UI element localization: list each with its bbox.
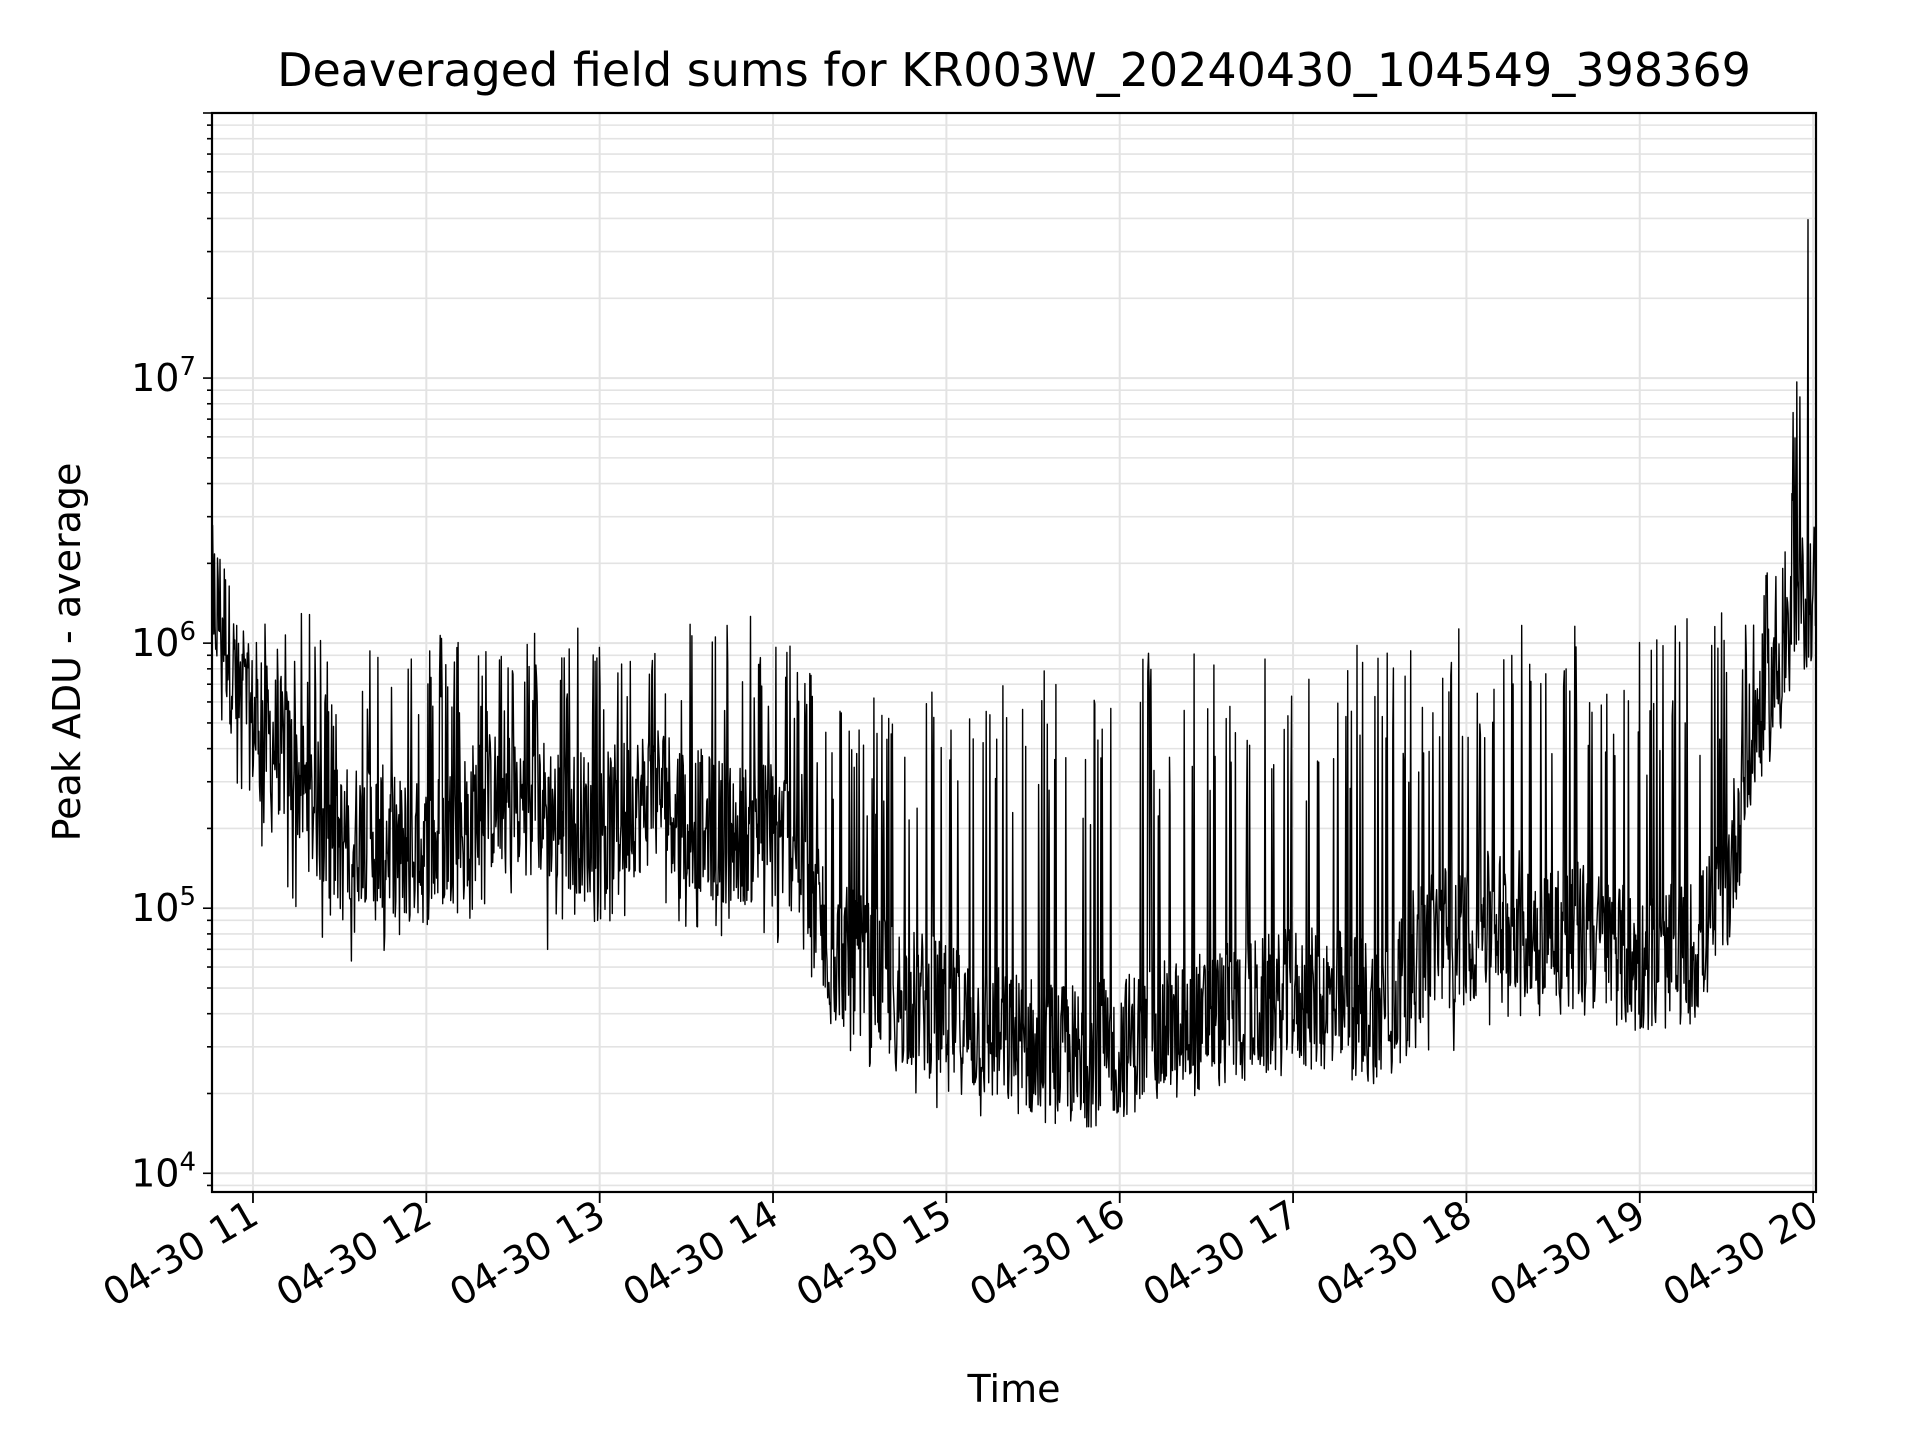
y-tick-label: 107: [131, 352, 196, 400]
plot-frame: [210, 111, 1818, 1194]
data-series: [212, 219, 1816, 1128]
y-axis: 104 105 106 107: [131, 112, 212, 1195]
x-axis-label: Time: [967, 1367, 1061, 1411]
y-tick-label: 104: [131, 1147, 196, 1195]
y-tick-label: 105: [131, 882, 196, 930]
chart-title: Deaveraged field sums for KR003W_2024043…: [277, 43, 1751, 97]
y-tick-label: 106: [131, 617, 196, 665]
y-axis-label: Peak ADU - average: [45, 463, 89, 842]
series-line: [212, 219, 1816, 1128]
